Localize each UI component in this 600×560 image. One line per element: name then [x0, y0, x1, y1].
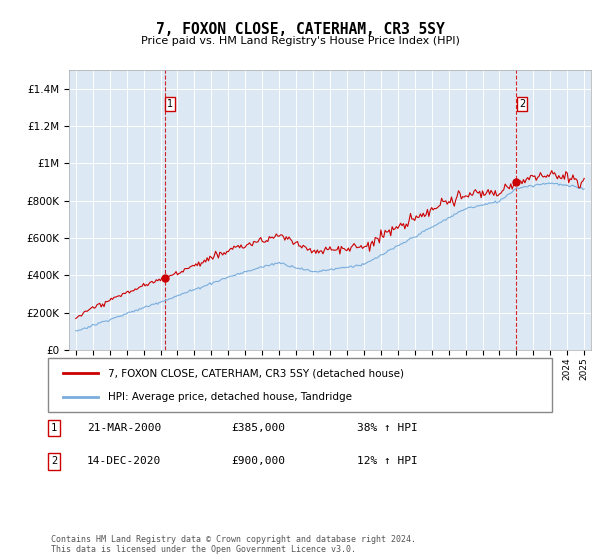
Text: 2: 2	[51, 456, 57, 466]
Text: 38% ↑ HPI: 38% ↑ HPI	[357, 423, 418, 433]
Text: 21-MAR-2000: 21-MAR-2000	[87, 423, 161, 433]
Text: 1: 1	[51, 423, 57, 433]
Text: 1: 1	[167, 99, 173, 109]
Text: 7, FOXON CLOSE, CATERHAM, CR3 5SY (detached house): 7, FOXON CLOSE, CATERHAM, CR3 5SY (detac…	[109, 368, 404, 379]
Text: Price paid vs. HM Land Registry's House Price Index (HPI): Price paid vs. HM Land Registry's House …	[140, 36, 460, 46]
Text: £900,000: £900,000	[231, 456, 285, 466]
Text: £385,000: £385,000	[231, 423, 285, 433]
Text: Contains HM Land Registry data © Crown copyright and database right 2024.
This d: Contains HM Land Registry data © Crown c…	[51, 535, 416, 554]
Text: HPI: Average price, detached house, Tandridge: HPI: Average price, detached house, Tand…	[109, 391, 352, 402]
FancyBboxPatch shape	[48, 358, 552, 412]
Text: 2: 2	[519, 99, 525, 109]
Text: 14-DEC-2020: 14-DEC-2020	[87, 456, 161, 466]
Text: 12% ↑ HPI: 12% ↑ HPI	[357, 456, 418, 466]
Text: 7, FOXON CLOSE, CATERHAM, CR3 5SY: 7, FOXON CLOSE, CATERHAM, CR3 5SY	[155, 22, 445, 38]
